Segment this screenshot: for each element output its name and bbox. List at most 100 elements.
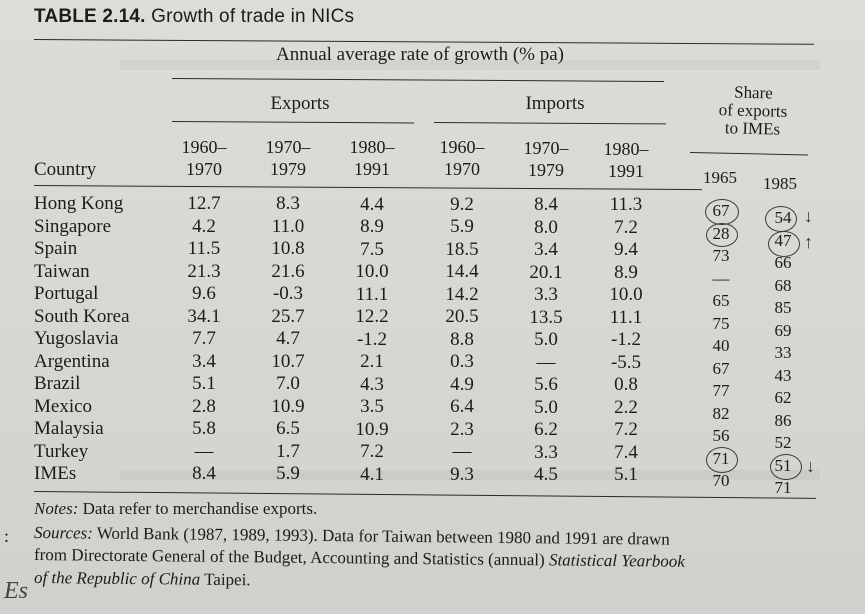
imports-group-header: Imports [525,93,585,114]
table-cell: 5.1 [192,373,216,394]
share-1985-cell: 68 [774,275,792,295]
table-cell: 13.5 [529,306,563,328]
table-cell: 9.4 [614,239,638,261]
share-1985-cell: 62 [774,388,792,407]
share-year-header: 1985 [763,174,797,193]
table-cell: 11.3 [609,194,643,216]
pen-circle-annotation [705,199,739,225]
arrow-down-icon: ↓ [806,456,815,476]
arrow-down-icon: ↓ [804,206,813,226]
table-cell: 18.5 [445,238,479,260]
pen-circle-annotation [765,206,797,232]
table-cell: 6.4 [450,396,474,418]
table-cell: 11.0 [271,215,305,237]
period-header: 1980– 1991 [349,137,395,179]
table-cell: — [452,441,472,463]
country-name: Turkey [34,440,89,462]
share-1985-cell: 86 [774,410,792,430]
table-cell: 3.5 [360,396,384,417]
table-cell: 9.3 [450,463,474,485]
table-cell: -0.3 [272,283,304,305]
table-cell: 10.8 [271,238,305,260]
pen-circle-annotation [768,231,800,257]
table-cell: 10.0 [355,261,389,282]
table-cell: 8.4 [534,194,558,215]
table-cell: 2.2 [614,396,638,418]
table-cell: 2.1 [360,351,384,372]
country-name: Portugal [34,283,99,304]
table-cell: 25.7 [271,305,305,327]
table-cell: 8.9 [360,216,384,237]
table-cell: 0.3 [450,351,474,373]
period-header: 1970– 1979 [523,138,569,180]
share-1965-cell: 56 [712,426,730,445]
table-cell: 7.5 [360,238,384,260]
share-1965-cell: 75 [712,313,730,333]
share-1985-cell: 85 [774,298,792,317]
table-cell: 10.9 [271,395,305,417]
country-name: Argentina [34,350,110,372]
table-cell: 3.3 [534,284,558,305]
table-cell: 7.2 [360,441,384,462]
period-header: 1970– 1979 [265,137,311,179]
table-cell: 7.2 [614,419,638,441]
share-1965-cell: 67 [712,358,730,378]
table-cell: 4.4 [360,193,384,215]
table-cell: -1.2 [610,329,642,351]
country-name: Mexico [34,395,93,417]
table-cell: 6.2 [534,419,558,440]
table-cell: 5.6 [534,374,558,395]
share-rule [689,152,808,156]
show-through-shadow [120,60,820,70]
table-cell: 7.0 [276,373,300,395]
table-cell: 21.3 [187,260,221,282]
share-1985-cell: 52 [774,433,792,452]
table-cell: 21.6 [271,260,305,282]
table-cell: 7.7 [192,328,216,349]
table-cell: 5.1 [614,464,638,486]
country-name: Taiwan [34,260,90,282]
share-1985-cell: 69 [774,320,792,340]
period-header: 1980– 1991 [603,139,649,181]
share-group-header: Share of exports to IMEs [718,82,788,139]
table-cell: 9.6 [192,283,216,304]
table-sources-line: of the Republic of China Taipei. [33,568,251,590]
country-column-header: Country [34,159,97,180]
country-name: Malaysia [34,418,104,439]
country-name: Brazil [34,373,81,394]
arrow-up-icon: ↑ [804,232,813,252]
country-name: Yugoslavia [34,328,119,349]
table-cell: 20.5 [445,306,479,328]
table-cell: 5.8 [192,418,216,439]
table-cell: 34.1 [187,305,221,327]
table-cell: 10.9 [355,418,389,440]
share-1965-cell: 82 [712,403,730,423]
table-cell: 3.4 [192,350,216,372]
table-cell: 4.9 [450,373,474,395]
table-cell: 11.5 [187,238,221,259]
table-cell: 7.4 [614,441,638,463]
table-cell: 11.1 [355,283,389,305]
table-cell: 4.1 [360,463,384,485]
notes-label: Notes: [34,499,79,518]
table-notes: Notes: Data refer to merchandise exports… [34,498,317,519]
table-cell: 4.2 [192,215,216,237]
share-1965-cell: — [712,268,730,288]
share-1965-cell: 40 [712,336,730,355]
share-1965-cell: 73 [712,246,730,265]
header-bottom-rule [33,185,702,191]
table-cell: 7.2 [614,216,638,238]
share-1965-cell: 77 [712,381,730,400]
table-cell: 20.1 [529,261,563,283]
table-cell: 5.9 [276,463,300,485]
table-cell: 5.9 [450,216,474,238]
table-cell: 2.8 [192,395,216,417]
country-name: IMEs [34,463,77,484]
share-1965-cell: 70 [712,471,730,490]
table-cell: 5.0 [534,329,558,350]
table-cell: 11.1 [609,306,643,328]
country-name: South Korea [34,305,130,327]
table-cell: 5.0 [534,396,558,418]
show-through-shadow [120,470,820,480]
